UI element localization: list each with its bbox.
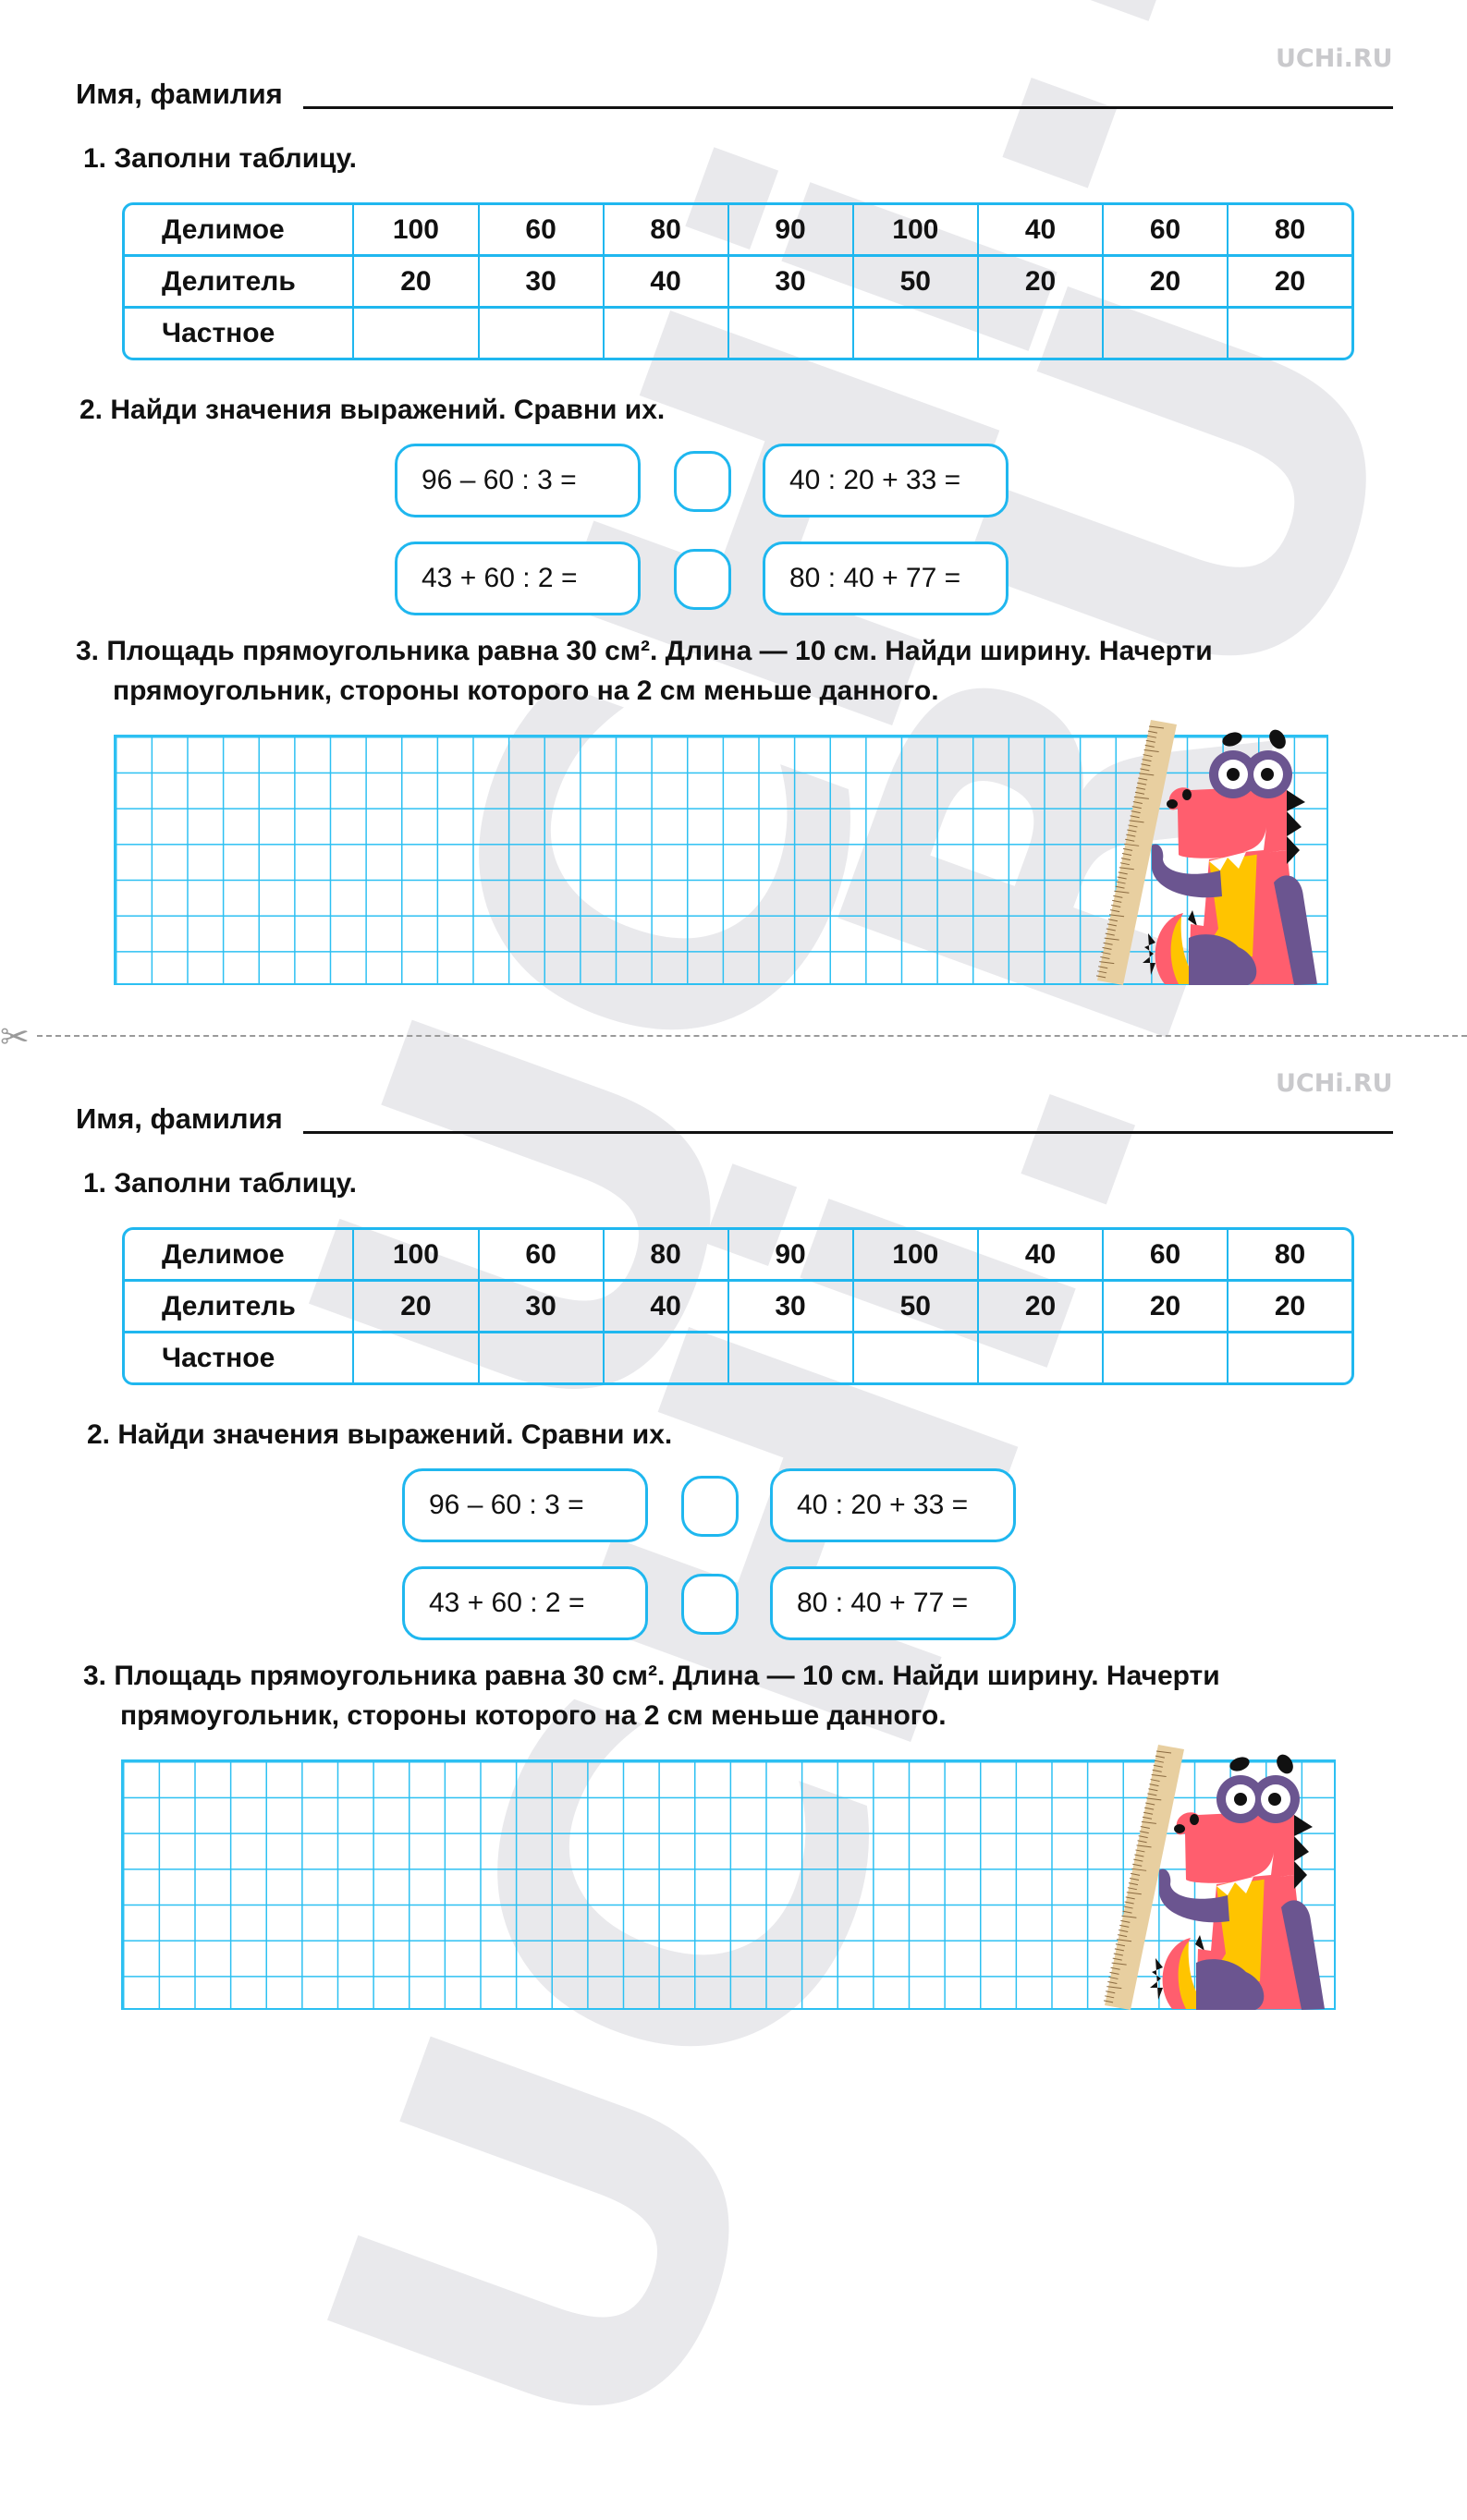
task3-line2: прямоугольник, стороны которого на 2 см … [113, 676, 939, 706]
table-cell: 80 [1229, 1230, 1351, 1282]
table-cell: 20 [354, 257, 480, 309]
table-cell: 100 [354, 1230, 480, 1282]
uchi-logo: UCHi.RU [1276, 44, 1393, 73]
expression-right[interactable]: 40 : 20 + 33 = [763, 444, 1009, 517]
task1-title: 1. Заполни таблицу. [83, 1168, 357, 1199]
compare-sign-box[interactable] [681, 1476, 739, 1537]
table-cell: 60 [479, 1230, 605, 1282]
table-cell: 20 [979, 1282, 1105, 1333]
table-cell: 60 [1104, 205, 1229, 257]
table-row: Частное [125, 1333, 1351, 1382]
answer-cell[interactable] [1229, 309, 1351, 358]
ruler-icon [1097, 720, 1177, 985]
worksheet: UCHi.RU Имя, фамилия 1. Заполни таблицу.… [0, 1025, 1467, 2051]
table-cell: 100 [853, 1230, 980, 1282]
dragon-illustration [1095, 720, 1317, 985]
ruler-icon [1105, 1745, 1184, 2010]
compare-sign-box[interactable] [674, 549, 731, 610]
table-cell: 30 [479, 1282, 605, 1333]
table-cell: 100 [354, 205, 480, 257]
answer-cell[interactable] [605, 1333, 729, 1382]
answer-cell[interactable] [1104, 1333, 1229, 1382]
name-input-line[interactable] [303, 106, 1393, 109]
table-cell: 100 [853, 205, 980, 257]
table-cell: 20 [1229, 257, 1351, 309]
expression-right[interactable]: 40 : 20 + 33 = [770, 1468, 1016, 1542]
dragon-with-ruler [1070, 1736, 1348, 2014]
answer-cell[interactable] [979, 309, 1105, 358]
answer-cell[interactable] [605, 309, 729, 358]
table-cell: 40 [979, 1230, 1105, 1282]
expression-left[interactable]: 96 – 60 : 3 = [402, 1468, 648, 1542]
table-cell: 20 [1104, 1282, 1229, 1333]
scissors-icon: ✂ [0, 1018, 30, 1057]
table-cell: 80 [604, 205, 729, 257]
table-cell: 40 [979, 205, 1105, 257]
dragon-illustration [1103, 1745, 1325, 2010]
table-cell: 50 [853, 1282, 980, 1333]
task2-title: 2. Найди значения выражений. Сравни их. [87, 1419, 673, 1450]
answer-cell[interactable] [480, 309, 605, 358]
table-cell: 90 [728, 205, 854, 257]
table-row: Делимое 100 60 80 90 100 40 60 80 [125, 1230, 1351, 1282]
name-label: Имя, фамилия [76, 1102, 283, 1135]
task3-line1: 3. Площадь прямоугольника равна 30 см². … [83, 1661, 1220, 1691]
answer-cell[interactable] [1229, 1333, 1351, 1382]
answer-cell[interactable] [979, 1333, 1105, 1382]
row-header: Делитель [125, 257, 355, 309]
division-table: Делимое 100 60 80 90 100 40 60 80 Делитель 20 30 40 3… [122, 202, 1354, 360]
table-cell: 20 [354, 1282, 480, 1333]
row-header: Частное [125, 1333, 355, 1382]
answer-cell[interactable] [1104, 309, 1229, 358]
answer-cell[interactable] [854, 1333, 980, 1382]
compare-sign-box[interactable] [681, 1574, 739, 1635]
answer-cell[interactable] [354, 309, 480, 358]
table-cell: 20 [1229, 1282, 1351, 1333]
table-cell: 40 [604, 1282, 729, 1333]
row-header: Частное [125, 309, 355, 358]
table-cell: 80 [604, 1230, 729, 1282]
table-cell: 20 [979, 257, 1105, 309]
dragon-with-ruler [1063, 712, 1340, 989]
expression-right[interactable]: 80 : 40 + 77 = [763, 542, 1009, 615]
table-cell: 20 [1104, 257, 1229, 309]
division-table: Делимое 100 60 80 90 100 40 60 80 Делитель 20 30 40 3… [122, 1227, 1354, 1385]
row-header: Делитель [125, 1282, 355, 1333]
uchi-logo: UCHi.RU [1276, 1069, 1393, 1098]
table-cell: 80 [1229, 205, 1351, 257]
table-cell: 30 [479, 257, 605, 309]
name-label: Имя, фамилия [76, 78, 283, 110]
table-row: Делитель 20 30 40 30 50 20 20 20 [125, 257, 1351, 309]
cut-line [37, 1035, 1467, 1037]
table-cell: 30 [728, 257, 854, 309]
answer-cell[interactable] [729, 309, 854, 358]
table-cell: 30 [728, 1282, 854, 1333]
expression-left[interactable]: 96 – 60 : 3 = [395, 444, 641, 517]
compare-sign-box[interactable] [674, 451, 731, 512]
row-header: Делимое [125, 1230, 355, 1282]
table-cell: 60 [479, 205, 605, 257]
table-cell: 40 [604, 257, 729, 309]
answer-cell[interactable] [480, 1333, 605, 1382]
expression-right[interactable]: 80 : 40 + 77 = [770, 1566, 1016, 1640]
table-row: Частное [125, 309, 1351, 358]
task1-title: 1. Заполни таблицу. [83, 143, 357, 174]
worksheet: UCHi.RU Имя, фамилия 1. Заполни таблицу.… [0, 0, 1467, 1026]
expression-left[interactable]: 43 + 60 : 2 = [402, 1566, 648, 1640]
answer-cell[interactable] [729, 1333, 854, 1382]
table-cell: 50 [853, 257, 980, 309]
row-header: Делимое [125, 205, 355, 257]
table-row: Делимое 100 60 80 90 100 40 60 80 [125, 205, 1351, 257]
table-cell: 90 [728, 1230, 854, 1282]
answer-cell[interactable] [854, 309, 980, 358]
task3-line2: прямоугольник, стороны которого на 2 см … [120, 1700, 947, 1731]
task3-line1: 3. Площадь прямоугольника равна 30 см². … [76, 636, 1213, 666]
task2-title: 2. Найди значения выражений. Сравни их. [79, 395, 666, 425]
expression-left[interactable]: 43 + 60 : 2 = [395, 542, 641, 615]
answer-cell[interactable] [354, 1333, 480, 1382]
table-row: Делитель 20 30 40 30 50 20 20 20 [125, 1282, 1351, 1333]
name-input-line[interactable] [303, 1131, 1393, 1134]
table-cell: 60 [1104, 1230, 1229, 1282]
